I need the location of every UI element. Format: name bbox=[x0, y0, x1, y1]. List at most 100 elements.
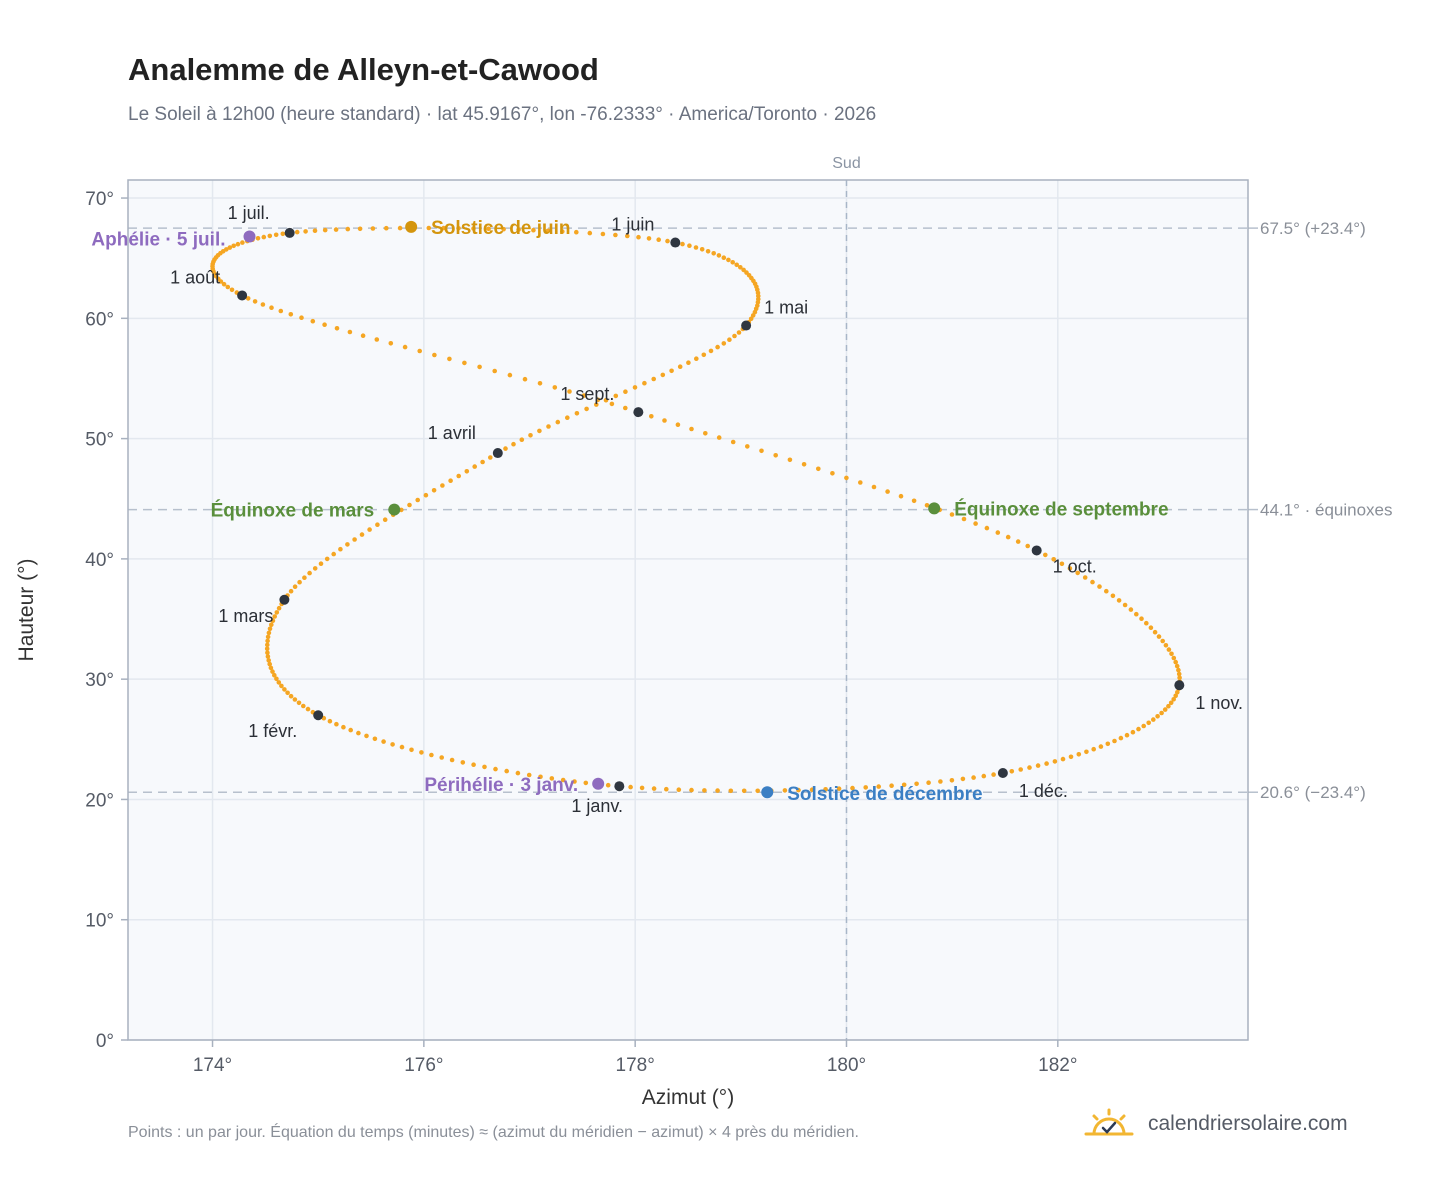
daily-point bbox=[381, 739, 386, 744]
event-point bbox=[405, 220, 418, 233]
daily-point bbox=[345, 226, 351, 232]
daily-point bbox=[660, 372, 666, 378]
daily-point bbox=[1059, 561, 1065, 567]
daily-point bbox=[693, 245, 699, 250]
daily-point bbox=[721, 341, 727, 346]
daily-point bbox=[397, 225, 403, 231]
daily-point bbox=[574, 229, 579, 235]
daily-point bbox=[503, 446, 508, 451]
daily-point bbox=[745, 444, 750, 449]
daily-point bbox=[850, 785, 855, 791]
daily-point bbox=[926, 780, 931, 785]
daily-point bbox=[299, 315, 304, 321]
daily-point bbox=[471, 226, 476, 231]
daily-point bbox=[971, 775, 976, 780]
daily-point bbox=[501, 226, 506, 232]
daily-point bbox=[338, 546, 343, 552]
daily-point bbox=[1090, 579, 1095, 585]
daily-point bbox=[639, 785, 645, 791]
daily-point bbox=[796, 787, 801, 793]
y-tick-label: 10° bbox=[85, 911, 114, 932]
daily-point bbox=[429, 752, 434, 758]
daily-point bbox=[984, 525, 990, 531]
daily-point bbox=[730, 260, 735, 265]
daily-point bbox=[1105, 741, 1111, 747]
daily-point bbox=[456, 226, 461, 231]
daily-point bbox=[252, 299, 258, 304]
daily-point bbox=[1173, 659, 1178, 665]
daily-point bbox=[1035, 763, 1041, 768]
daily-point bbox=[565, 415, 570, 421]
daily-point bbox=[546, 424, 551, 429]
daily-point bbox=[359, 532, 365, 537]
daily-point bbox=[549, 776, 555, 781]
daily-point bbox=[1116, 598, 1122, 603]
event-label: Solstice de juin bbox=[431, 218, 570, 239]
daily-point bbox=[356, 730, 361, 736]
meridian-label: Sud bbox=[832, 155, 860, 172]
daily-point bbox=[322, 322, 327, 328]
daily-point bbox=[267, 233, 273, 239]
daily-point bbox=[270, 618, 276, 623]
daily-point bbox=[1118, 735, 1124, 741]
daily-point bbox=[1122, 602, 1128, 608]
daily-point bbox=[522, 376, 528, 382]
event-point bbox=[388, 503, 401, 516]
daily-point bbox=[669, 368, 674, 374]
daily-point bbox=[732, 333, 737, 339]
daily-point bbox=[1141, 723, 1146, 729]
daily-point bbox=[537, 381, 543, 386]
event-point bbox=[928, 502, 941, 515]
daily-point bbox=[1068, 754, 1074, 760]
month-label: 1 août bbox=[170, 267, 220, 287]
event-label: Équinoxe de septembre bbox=[954, 498, 1168, 520]
daily-point bbox=[705, 249, 711, 254]
daily-point bbox=[1025, 543, 1030, 549]
daily-point bbox=[364, 733, 369, 739]
daily-point bbox=[1076, 752, 1082, 757]
daily-point bbox=[426, 225, 432, 231]
daily-point bbox=[1018, 767, 1023, 772]
daily-point bbox=[448, 478, 453, 484]
brand[interactable]: calendriersolaire.com bbox=[1082, 1104, 1348, 1144]
daily-point bbox=[609, 401, 615, 407]
daily-point bbox=[1060, 756, 1066, 762]
daily-point bbox=[1174, 663, 1180, 669]
daily-point bbox=[1084, 749, 1089, 755]
daily-point bbox=[656, 237, 661, 242]
daily-point bbox=[272, 672, 277, 678]
daily-point bbox=[276, 605, 282, 611]
brand-text: calendriersolaire.com bbox=[1148, 1112, 1348, 1135]
x-tick-label: 176° bbox=[404, 1055, 443, 1076]
month-label: 1 mars bbox=[218, 606, 273, 626]
daily-point bbox=[555, 419, 561, 425]
daily-point bbox=[417, 348, 423, 354]
daily-point bbox=[482, 764, 487, 770]
daily-point bbox=[462, 360, 467, 366]
daily-point bbox=[1173, 693, 1178, 699]
daily-point bbox=[574, 411, 580, 416]
daily-point bbox=[273, 232, 279, 238]
chart-title: Analemme de Alleyn-et-Cawood bbox=[128, 52, 599, 87]
daily-point bbox=[264, 646, 270, 652]
daily-point bbox=[269, 622, 274, 628]
daily-point bbox=[516, 227, 521, 232]
daily-point bbox=[889, 783, 894, 788]
y-tick-label: 30° bbox=[85, 670, 114, 691]
daily-point bbox=[721, 255, 727, 260]
daily-point bbox=[1134, 611, 1139, 617]
daily-point bbox=[642, 380, 647, 386]
daily-point bbox=[680, 241, 685, 247]
month-point bbox=[614, 781, 625, 792]
daily-point bbox=[708, 348, 714, 354]
daily-point bbox=[623, 405, 628, 411]
daily-point bbox=[1098, 744, 1104, 749]
daily-point bbox=[581, 393, 587, 398]
daily-point bbox=[282, 687, 287, 692]
daily-point bbox=[419, 750, 424, 755]
event-point bbox=[761, 786, 774, 799]
reference-label: 67.5° (+23.4°) bbox=[1260, 219, 1366, 238]
daily-point bbox=[560, 229, 565, 234]
daily-point bbox=[352, 537, 357, 542]
daily-point bbox=[302, 575, 307, 580]
